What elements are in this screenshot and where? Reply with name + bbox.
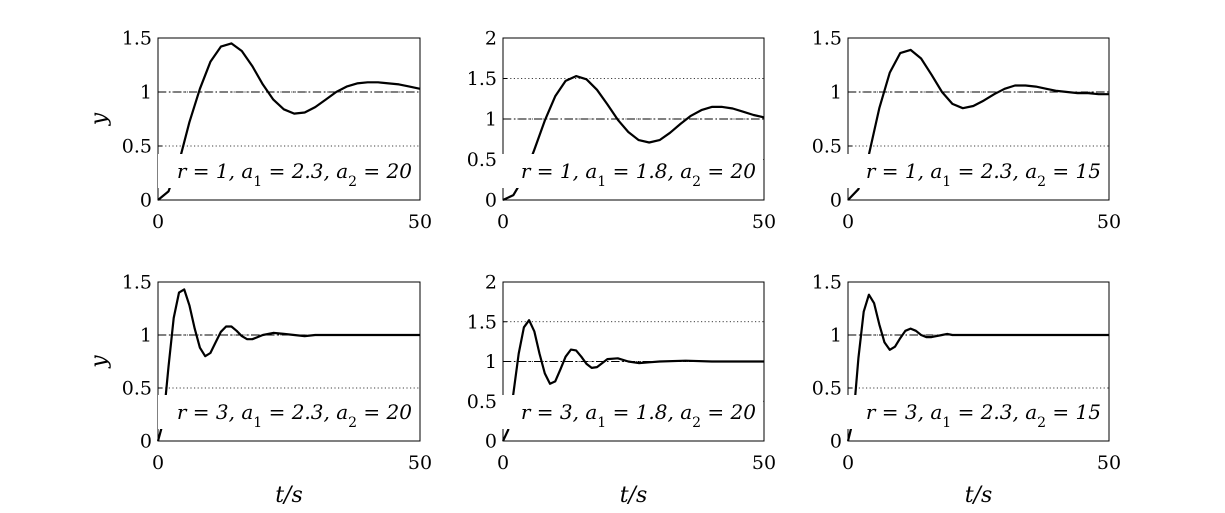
x-tick-label: 50 — [752, 452, 776, 474]
response-line — [846, 293, 1109, 442]
parameter-annotation: r = 1, a1 = 2.3, a2 = 20 — [177, 159, 412, 190]
y-tick-label: 1 — [830, 82, 842, 104]
y-tick-label: 0 — [830, 431, 842, 453]
y-tick-label: 0.5 — [812, 136, 842, 158]
x-axis-label: t/s — [965, 483, 993, 508]
response-line — [156, 288, 420, 442]
y-tick-label: 1.5 — [812, 272, 842, 294]
annotation-background — [158, 154, 419, 188]
y-tick-label: 1 — [140, 325, 152, 347]
y-tick-label: 0 — [485, 431, 497, 453]
x-tick-label: 50 — [1097, 211, 1121, 233]
x-tick-label: 0 — [497, 452, 509, 474]
annotation-background — [847, 154, 1108, 188]
y-tick-label: 0.5 — [122, 136, 152, 158]
y-tick-label: 0 — [485, 190, 497, 212]
parameter-annotation: r = 3, a1 = 2.3, a2 = 15 — [866, 400, 1101, 431]
y-tick-label: 1.5 — [812, 28, 842, 50]
axes-frame — [157, 281, 421, 442]
subplot-1-2: 0 0.5 1 1.5 0 50 t/s r = 3, a1 = 2.3, a2 = 15 — [812, 272, 1121, 509]
annotation-background — [502, 154, 763, 188]
annotation-background — [502, 395, 763, 429]
parameter-annotation: r = 1, a1 = 1.8, a2 = 20 — [521, 159, 756, 190]
y-tick-label: 2 — [485, 272, 497, 294]
y-tick-label: 1 — [485, 351, 497, 373]
y-tick-label: 2 — [485, 28, 497, 50]
subplot-0-0: 0 0.5 1 1.5 0 50 y r = 1, a1 = 2.3, a2 = 20 — [87, 28, 432, 234]
subplot-0-2: 0 0.5 1 1.5 0 50 r = 1, a1 = 2.3, a2 = 15 — [812, 28, 1121, 234]
y-tick-label: 1 — [485, 109, 497, 131]
y-tick-label: 0.5 — [812, 378, 842, 400]
y-tick-label: 1 — [140, 82, 152, 104]
subplot-1-0: 0 0.5 1 1.5 0 50 y t/s r = 3, a1 = 2.3, a2 = 20 — [87, 272, 432, 509]
axes-frame — [847, 37, 1110, 201]
y-tick-label: 1.5 — [122, 28, 152, 50]
y-tick-label: 1 — [830, 325, 842, 347]
annotation-background — [158, 395, 419, 429]
y-axis-label: y — [87, 112, 112, 126]
x-tick-label: 50 — [408, 452, 432, 474]
x-tick-label: 50 — [1097, 452, 1121, 474]
y-tick-label: 0.5 — [122, 378, 152, 400]
y-tick-label: 0 — [140, 190, 152, 212]
subplot-1-1: 0 0.5 1 1.5 2 0 50 t/s r = 3, a1 = 1.8, a2 = 20 — [467, 272, 776, 509]
x-tick-label: 0 — [842, 211, 854, 233]
parameter-annotation: r = 1, a1 = 2.3, a2 = 15 — [866, 159, 1101, 190]
annotation-background — [847, 395, 1108, 429]
x-tick-label: 0 — [152, 452, 164, 474]
response-line — [502, 319, 764, 442]
x-axis-label: t/s — [620, 483, 648, 508]
y-tick-label: 1.5 — [122, 272, 152, 294]
y-tick-label: 0 — [830, 190, 842, 212]
x-tick-label: 0 — [152, 211, 164, 233]
parameter-annotation: r = 3, a1 = 1.8, a2 = 20 — [521, 400, 756, 431]
response-line — [502, 75, 765, 201]
y-tick-label: 0.5 — [467, 149, 497, 171]
y-tick-label: 0 — [140, 431, 152, 453]
axes-frame — [847, 281, 1110, 442]
y-axis-label: y — [87, 355, 112, 369]
x-tick-label: 50 — [752, 211, 776, 233]
y-tick-label: 0.5 — [467, 391, 497, 413]
x-axis-label: t/s — [275, 483, 303, 508]
response-line — [157, 42, 421, 201]
x-tick-label: 50 — [408, 211, 432, 233]
x-tick-label: 0 — [497, 211, 509, 233]
x-tick-label: 0 — [842, 452, 854, 474]
parameter-annotation: r = 3, a1 = 2.3, a2 = 20 — [177, 400, 412, 431]
axes-frame — [157, 37, 421, 201]
response-line — [847, 48, 1109, 201]
subplot-0-1: 0 0.5 1 1.5 2 0 50 r = 1, a1 = 1.8, a2 = 20 — [467, 28, 776, 234]
y-tick-label: 1.5 — [467, 68, 497, 90]
y-tick-label: 1.5 — [467, 311, 497, 333]
